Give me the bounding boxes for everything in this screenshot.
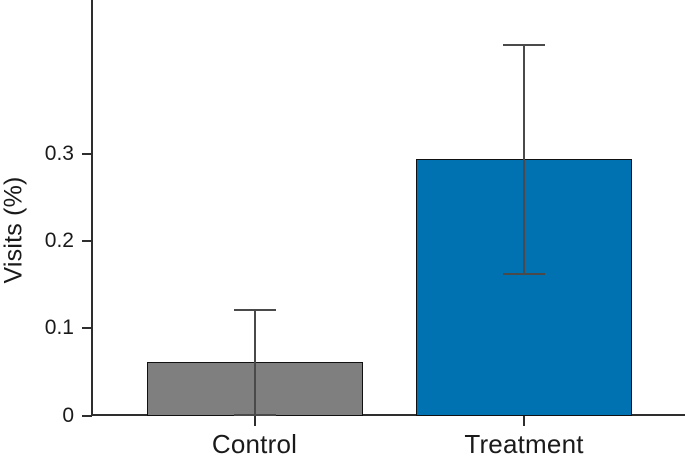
y-tick-label: 0.3 [44, 142, 74, 165]
y-tick-mark [82, 327, 92, 329]
y-tick-label: 0.2 [44, 229, 74, 252]
x-category-label-treatment: Treatment [464, 429, 584, 458]
x-axis-line [91, 414, 685, 416]
y-tick-mark [82, 415, 92, 417]
error-bar-cap-bottom [233, 414, 276, 416]
y-tick-label: 0 [62, 404, 74, 427]
y-tick-mark [82, 240, 92, 242]
error-bar-line [523, 45, 525, 274]
y-tick-label: 0.1 [44, 316, 74, 339]
x-category-label-control: Control [211, 429, 298, 458]
error-bar-cap-top [233, 309, 276, 311]
x-tick-mark [523, 416, 525, 426]
error-bar-cap-bottom [503, 273, 545, 275]
y-tick-mark [82, 153, 92, 155]
y-axis-line [91, 0, 93, 416]
error-bar-cap-top [503, 44, 545, 46]
x-tick-mark [253, 416, 256, 426]
error-bar-line [253, 310, 256, 415]
